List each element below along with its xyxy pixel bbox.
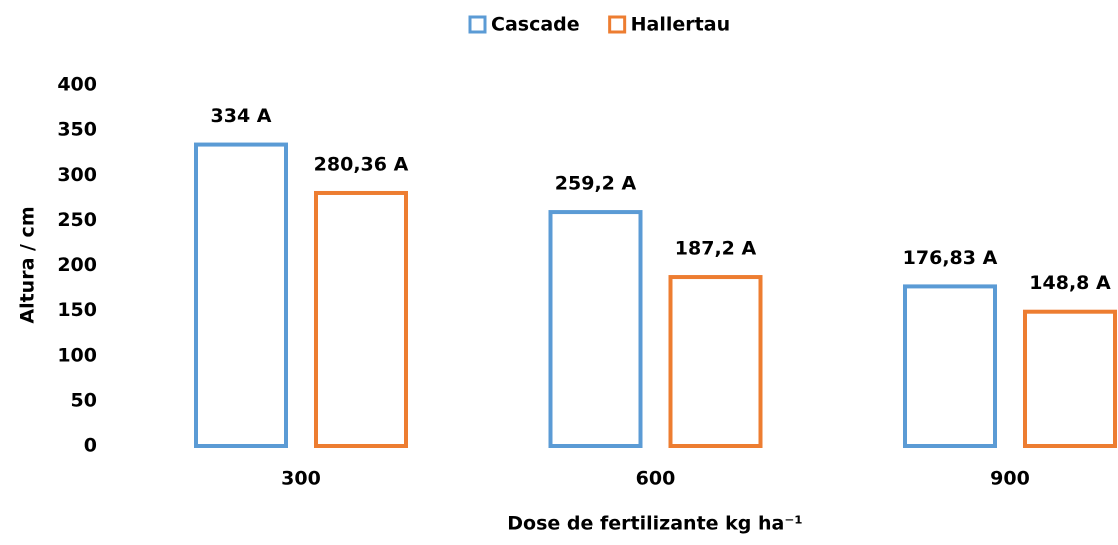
y-tick-label: 50 [71,389,97,411]
y-tick-label: 350 [57,119,97,141]
legend-swatch [608,15,627,34]
data-label: 334 A [211,105,272,127]
data-label: 259,2 A [555,173,637,195]
bar [548,210,643,448]
y-tick-label: 300 [57,164,97,186]
bar [668,275,763,448]
bar [903,284,997,448]
x-axis-label: Dose de fertilizante kg ha⁻¹ [507,513,802,535]
x-tick-label: 300 [281,468,321,490]
legend-label: Hallertau [631,14,730,36]
legend-label: Cascade [491,14,580,36]
y-tick-label: 200 [57,254,97,276]
y-tick-label: 250 [57,209,97,231]
x-tick-label: 600 [636,468,676,490]
y-tick-label: 0 [84,435,97,457]
y-tick-label: 100 [57,344,97,366]
bar [314,190,408,448]
bar [194,142,288,448]
data-label: 280,36 A [314,153,409,175]
data-label: 187,2 A [675,238,757,260]
y-axis-label: Altura / cm [17,206,39,323]
data-label: 176,83 A [903,247,998,269]
x-tick-label: 900 [990,468,1030,490]
legend-swatch [468,15,487,34]
y-tick-label: 400 [57,74,97,96]
y-tick-label: 150 [57,299,97,321]
bar [1023,309,1117,449]
data-label: 148,8 A [1029,272,1111,294]
